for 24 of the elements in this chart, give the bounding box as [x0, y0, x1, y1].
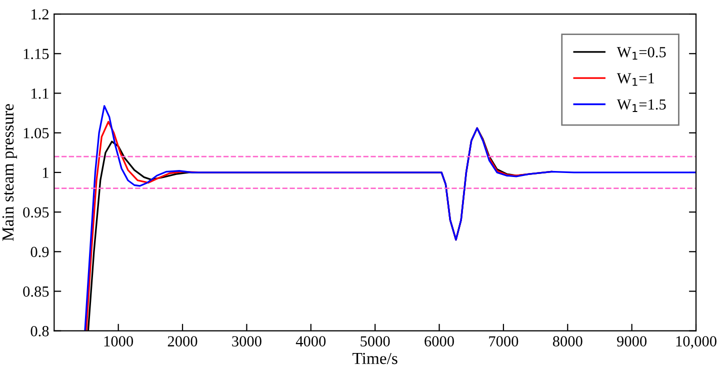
y-axis-title: Main steam pressure: [2, 104, 17, 241]
y-tick-label: 1.1: [32, 88, 48, 99]
y-tick-label: 0.85: [23, 286, 49, 297]
y-tick-label: 0.8: [30, 326, 49, 336]
x-tick-label: 3000: [232, 336, 262, 346]
legend-label: W$_{1}$=0.5: [616, 47, 666, 60]
x-tick-label: 10,000: [676, 336, 716, 349]
y-tick-label: 0.95: [23, 207, 49, 218]
x-tick-label: 8000: [552, 336, 582, 346]
x-axis-title: Time/s: [352, 352, 398, 364]
y-tick-label: 1.15: [24, 48, 49, 60]
x-tick-label: 4000: [296, 336, 326, 346]
legend-label: W$_{1}$=1: [616, 73, 654, 86]
legend-label: W$_{1}$=1.5: [616, 99, 666, 112]
x-tick-label: 9000: [617, 336, 647, 346]
y-tick-label: 1: [42, 168, 48, 178]
y-tick-label: 1.05: [24, 128, 49, 138]
x-tick-label: 5000: [360, 336, 390, 346]
y-tick-label: 0.9: [30, 246, 49, 258]
x-tick-label: 1000: [104, 336, 134, 346]
x-tick-label: 6000: [424, 336, 454, 346]
x-tick-label: 7000: [489, 336, 518, 346]
x-tick-label: 2000: [168, 336, 198, 346]
y-tick-label: 1.2: [32, 9, 48, 20]
